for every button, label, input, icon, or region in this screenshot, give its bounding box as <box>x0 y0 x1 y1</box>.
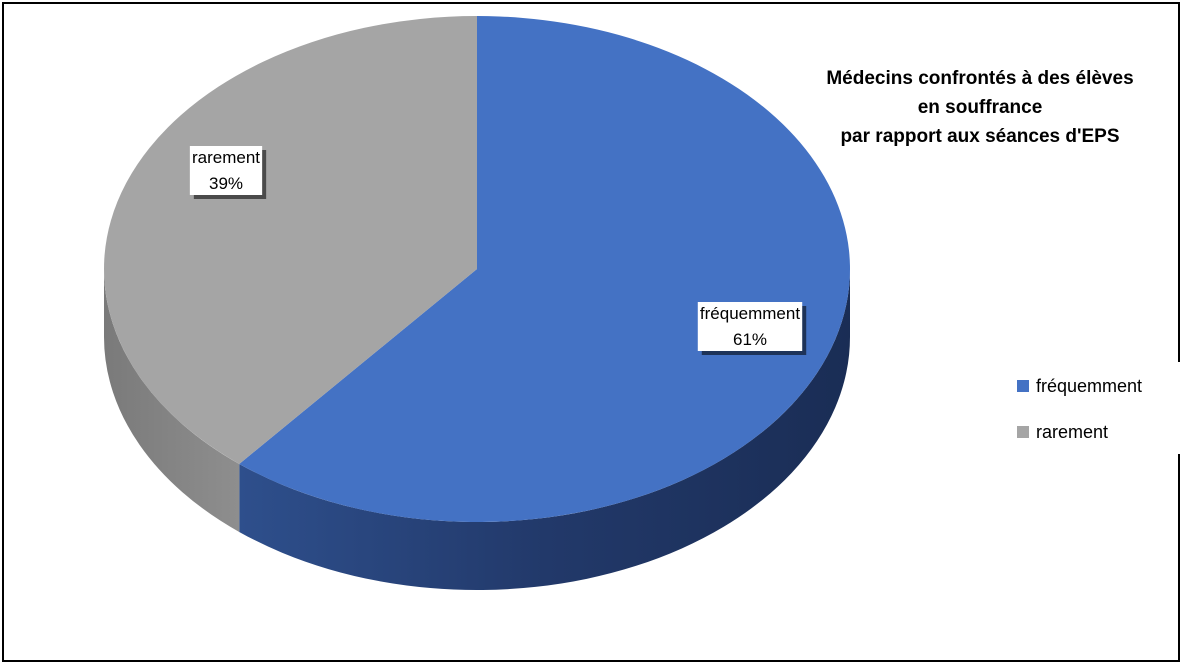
chart-title-line-1: Médecins confrontés à des élèves <box>826 68 1133 89</box>
legend-background <box>1000 362 1184 454</box>
legend: fréquemment rarement <box>1000 362 1184 454</box>
legend-label-frequemment: fréquemment <box>1036 376 1142 396</box>
pie-side-layer <box>104 269 850 591</box>
data-label-rarement-category: rarement <box>192 148 260 167</box>
pie-side-frequemment <box>239 269 850 591</box>
chart-title-line-3: par rapport aux séances d'EPS <box>840 126 1119 147</box>
data-label-rarement: rarement 39% <box>189 146 267 199</box>
pie-slice-rarement <box>104 16 478 464</box>
data-label-frequemment-value: 61% <box>733 330 767 349</box>
legend-swatch-rarement <box>1017 426 1029 438</box>
data-label-frequemment-category: fréquemment <box>700 304 800 323</box>
data-labels-layer: fréquemment 61% rarement 39% <box>189 146 807 355</box>
pie-side-rarement <box>104 269 240 532</box>
data-label-rarement-value: 39% <box>209 174 243 193</box>
legend-swatch-frequemment <box>1017 380 1029 392</box>
legend-label-rarement: rarement <box>1036 422 1108 442</box>
pie-top-layer <box>104 16 851 522</box>
label-box <box>697 302 803 351</box>
data-label-frequemment: fréquemment 61% <box>697 302 807 355</box>
label-box <box>189 146 263 195</box>
pie-slice-frequemment <box>239 16 851 522</box>
chart-title: Médecins confrontés à des élèves en souf… <box>826 68 1133 147</box>
chart-title-line-2: en souffrance <box>918 97 1043 118</box>
